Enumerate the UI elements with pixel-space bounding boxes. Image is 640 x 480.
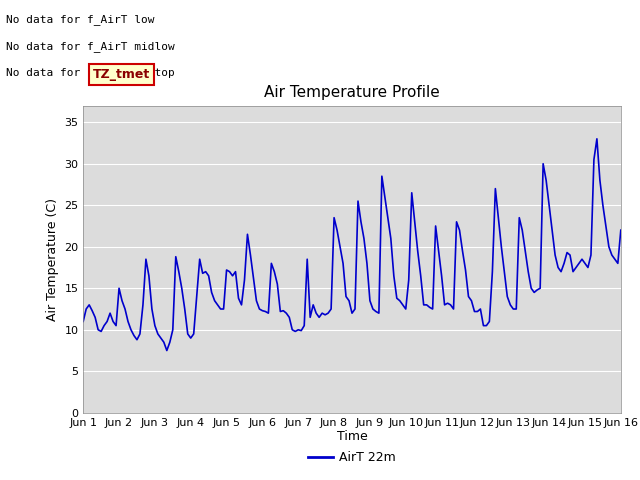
Y-axis label: Air Temperature (C): Air Temperature (C) bbox=[45, 198, 59, 321]
Text: No data for f_AirT low: No data for f_AirT low bbox=[6, 14, 155, 25]
Text: No data for f_AirT midlow: No data for f_AirT midlow bbox=[6, 41, 175, 52]
X-axis label: Time: Time bbox=[337, 431, 367, 444]
Text: TZ_tmet: TZ_tmet bbox=[93, 68, 150, 81]
Legend: AirT 22m: AirT 22m bbox=[303, 446, 401, 469]
Title: Air Temperature Profile: Air Temperature Profile bbox=[264, 85, 440, 100]
Text: No data for f_AirT midtop: No data for f_AirT midtop bbox=[6, 67, 175, 78]
